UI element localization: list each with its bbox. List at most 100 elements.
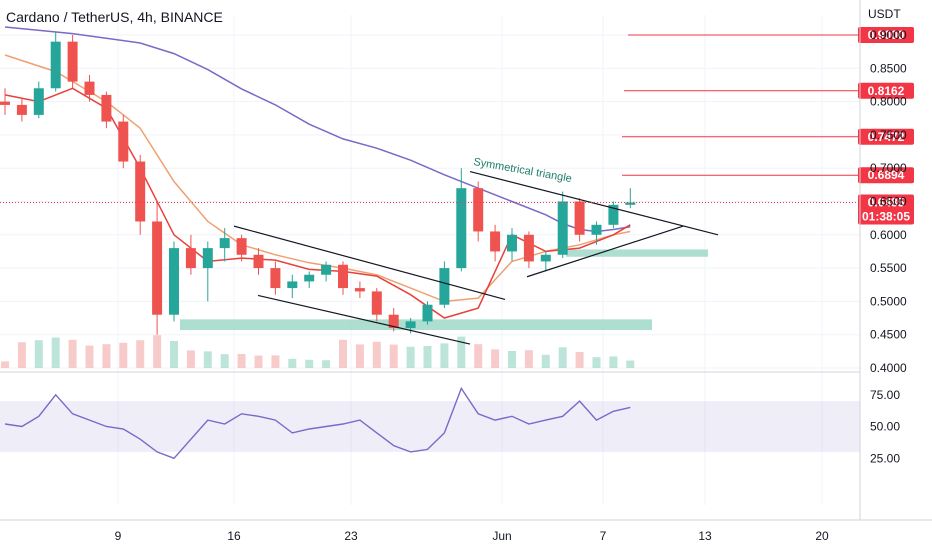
volume-bar bbox=[626, 360, 635, 368]
candle-body bbox=[490, 231, 501, 252]
candles bbox=[0, 31, 636, 335]
candle-body bbox=[540, 254, 551, 262]
volume-bar bbox=[68, 339, 77, 368]
candle-body bbox=[304, 274, 315, 282]
candle-body bbox=[287, 281, 298, 289]
candle-body bbox=[253, 254, 264, 269]
volume-bar bbox=[51, 337, 60, 368]
volume-bar bbox=[17, 342, 26, 368]
volume-bar bbox=[85, 345, 94, 368]
candle-body bbox=[16, 104, 27, 115]
candle-body bbox=[574, 201, 585, 235]
volume-bar bbox=[541, 354, 550, 368]
candle-body bbox=[354, 288, 365, 292]
candle-body bbox=[135, 161, 146, 222]
candle-body bbox=[321, 264, 332, 275]
price-tick-label: 0.7000 bbox=[870, 161, 907, 175]
trendline bbox=[469, 170, 719, 236]
candle-body bbox=[118, 121, 129, 162]
volume-bar bbox=[271, 355, 280, 368]
trendlines bbox=[233, 170, 719, 345]
candle-body bbox=[219, 238, 230, 249]
volume-bar bbox=[254, 355, 263, 368]
time-tick-label: Jun bbox=[492, 529, 511, 543]
volume-bar bbox=[339, 339, 347, 368]
candle-body bbox=[507, 234, 517, 252]
volume-bar bbox=[136, 340, 145, 368]
current-price-label: 0.6485 bbox=[868, 195, 905, 209]
support-zones bbox=[180, 249, 708, 331]
candle-body bbox=[84, 81, 95, 95]
price-tick-label: 0.6500 bbox=[870, 194, 907, 208]
price-tick-label: 0.8000 bbox=[870, 95, 907, 109]
time-tick-label: 9 bbox=[115, 529, 122, 543]
candle-body bbox=[439, 268, 450, 305]
volume-bar bbox=[34, 340, 43, 368]
price-level-badge-label: 0.7472 bbox=[868, 130, 905, 144]
volume-bar bbox=[440, 343, 449, 368]
volume-bar bbox=[423, 346, 432, 368]
volume-bar bbox=[609, 356, 618, 368]
time-tick-label: 16 bbox=[227, 529, 241, 543]
price-tick-label: 0.5500 bbox=[870, 261, 907, 275]
support-zone bbox=[566, 249, 708, 257]
price-tick-label: 0.7500 bbox=[870, 128, 907, 142]
candle-body bbox=[557, 201, 568, 255]
rsi-tick-label: 25.00 bbox=[870, 451, 900, 465]
candle-body bbox=[422, 304, 433, 322]
candle-body bbox=[270, 268, 281, 289]
candle-body bbox=[202, 248, 213, 269]
volume-bars bbox=[1, 335, 635, 368]
support-zone bbox=[180, 319, 652, 331]
volume-bar bbox=[372, 341, 381, 368]
volume-bar bbox=[186, 350, 195, 368]
candle-body bbox=[185, 248, 196, 269]
price-tick-label: 0.8500 bbox=[870, 61, 907, 75]
time-tick-label: 13 bbox=[698, 529, 712, 543]
candle-body bbox=[388, 314, 399, 329]
volume-bar bbox=[389, 344, 398, 368]
price-tick-label: 0.4000 bbox=[870, 361, 907, 375]
candle-body bbox=[152, 221, 163, 315]
volume-bar bbox=[457, 336, 466, 368]
candle-body bbox=[523, 234, 534, 262]
chart-title: Cardano / TetherUS, 4h, BINANCE bbox=[6, 9, 223, 25]
candle-body bbox=[101, 94, 112, 122]
rsi-pane: 75.00 50.00 25.00 bbox=[0, 386, 900, 465]
volume-bar bbox=[153, 335, 162, 368]
volume-bar bbox=[322, 360, 331, 368]
volume-bar bbox=[575, 352, 584, 368]
candle-body bbox=[169, 248, 179, 315]
volume-bar bbox=[170, 341, 178, 368]
volume-bar bbox=[203, 351, 212, 368]
candle-body bbox=[67, 41, 78, 82]
volume-bar bbox=[474, 344, 483, 368]
candle-body bbox=[591, 224, 602, 235]
volume-bar bbox=[491, 349, 500, 368]
candle-body bbox=[33, 88, 44, 115]
price-tick-label: 0.4500 bbox=[870, 328, 907, 342]
volume-bar bbox=[237, 354, 246, 368]
volume-bar bbox=[592, 357, 601, 368]
volume-bar bbox=[305, 359, 314, 368]
volume-bar bbox=[102, 344, 111, 368]
price-level-badge-label: 0.8162 bbox=[868, 84, 905, 98]
candle-body bbox=[456, 188, 467, 269]
candle-body bbox=[625, 202, 636, 205]
trendline bbox=[526, 225, 684, 278]
trendline bbox=[233, 225, 506, 300]
price-tick-label: 0.5000 bbox=[870, 294, 907, 308]
candle-body bbox=[338, 264, 348, 289]
rsi-tick-label: 75.00 bbox=[870, 388, 900, 402]
volume-bar bbox=[119, 342, 128, 368]
candle-body bbox=[0, 101, 10, 105]
price-level-badge bbox=[858, 82, 914, 99]
candle-body bbox=[405, 321, 416, 329]
price-tick-label: 0.6000 bbox=[870, 228, 907, 242]
trendline bbox=[257, 294, 471, 345]
time-tick-label: 20 bbox=[815, 529, 829, 543]
rsi-line bbox=[4, 386, 631, 460]
